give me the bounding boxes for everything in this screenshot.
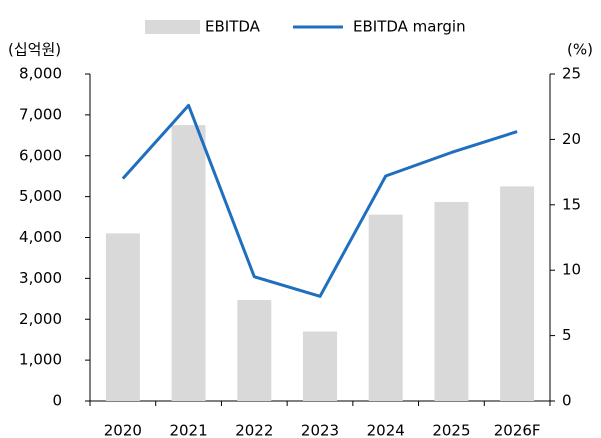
bar <box>500 186 535 401</box>
y2-tick-label: 10 <box>562 261 581 279</box>
x-tick-label: 2020 <box>104 422 142 438</box>
legend-swatch <box>145 20 200 34</box>
y-tick-label: 6,000 <box>19 146 62 164</box>
x-tick-label: 2024 <box>367 422 405 438</box>
y2-tick-label: 20 <box>562 130 581 148</box>
legend-label: EBITDA margin <box>353 18 466 36</box>
bar <box>237 300 272 401</box>
x-tick-label: 2021 <box>169 422 207 438</box>
y2-tick-label: 0 <box>562 392 572 410</box>
y-tick-label: 3,000 <box>19 269 62 287</box>
bar <box>105 233 140 401</box>
y-tick-label: 2,000 <box>19 310 62 328</box>
y-tick-label: 5,000 <box>19 187 62 205</box>
y-tick-label: 7,000 <box>19 105 62 123</box>
y-tick-label: 0 <box>52 392 62 410</box>
y2-axis-label: (%) <box>567 41 593 59</box>
y2-tick-label: 15 <box>562 195 581 213</box>
line <box>121 103 518 298</box>
x-tick-label: 2025 <box>432 422 470 438</box>
y2-tick-label: 5 <box>562 326 572 344</box>
y-tick-label: 8,000 <box>19 65 62 83</box>
x-tick-label: 2023 <box>301 422 339 438</box>
bar <box>303 331 337 401</box>
y2-tick-label: 25 <box>562 65 581 83</box>
y-tick-label: 1,000 <box>19 351 62 369</box>
bar <box>368 214 403 401</box>
legend-label: EBITDA <box>205 18 261 36</box>
y-tick-label: 4,000 <box>19 228 62 246</box>
x-tick-label: 2022 <box>235 422 273 438</box>
bar <box>171 125 206 401</box>
x-tick-label: 2026F <box>494 422 541 438</box>
bar <box>434 201 469 401</box>
y-axis-label: (십억원) <box>8 41 61 59</box>
